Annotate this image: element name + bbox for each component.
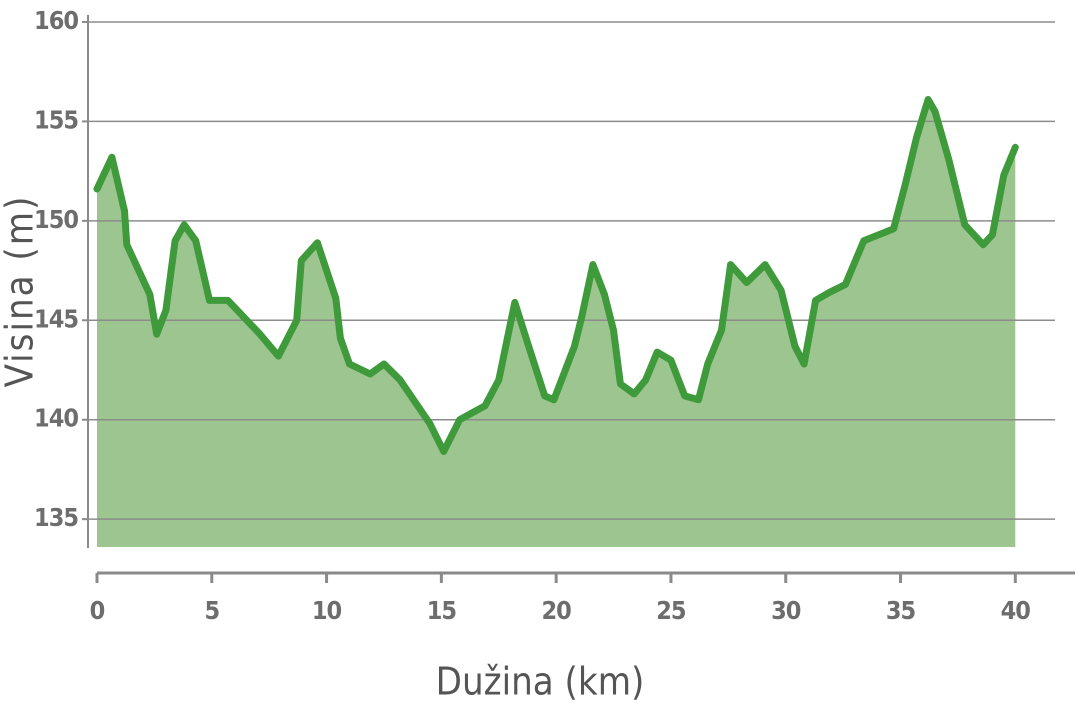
x-tick-label: 15	[427, 596, 457, 625]
x-tick-label: 30	[771, 596, 801, 625]
y-tick-label: 145	[34, 304, 78, 333]
x-axis-title: Dužina (km)	[436, 660, 645, 704]
x-tick-label: 25	[656, 596, 686, 625]
y-tick-label: 150	[34, 205, 78, 234]
x-tick-label: 0	[90, 596, 105, 625]
y-axis-title: Visina (m)	[0, 195, 42, 388]
y-tick-label: 160	[34, 6, 78, 35]
x-tick-label: 35	[886, 596, 916, 625]
area-fill	[97, 99, 1016, 547]
x-tick-label: 5	[204, 596, 219, 625]
y-tick-label: 155	[34, 105, 78, 134]
elevation-line	[93, 96, 1019, 455]
y-tick-label: 140	[34, 404, 78, 433]
y-tick-label: 135	[34, 503, 78, 532]
x-tick-label: 20	[541, 596, 571, 625]
x-tick-label: 40	[1001, 596, 1031, 625]
x-tick-label: 10	[312, 596, 342, 625]
